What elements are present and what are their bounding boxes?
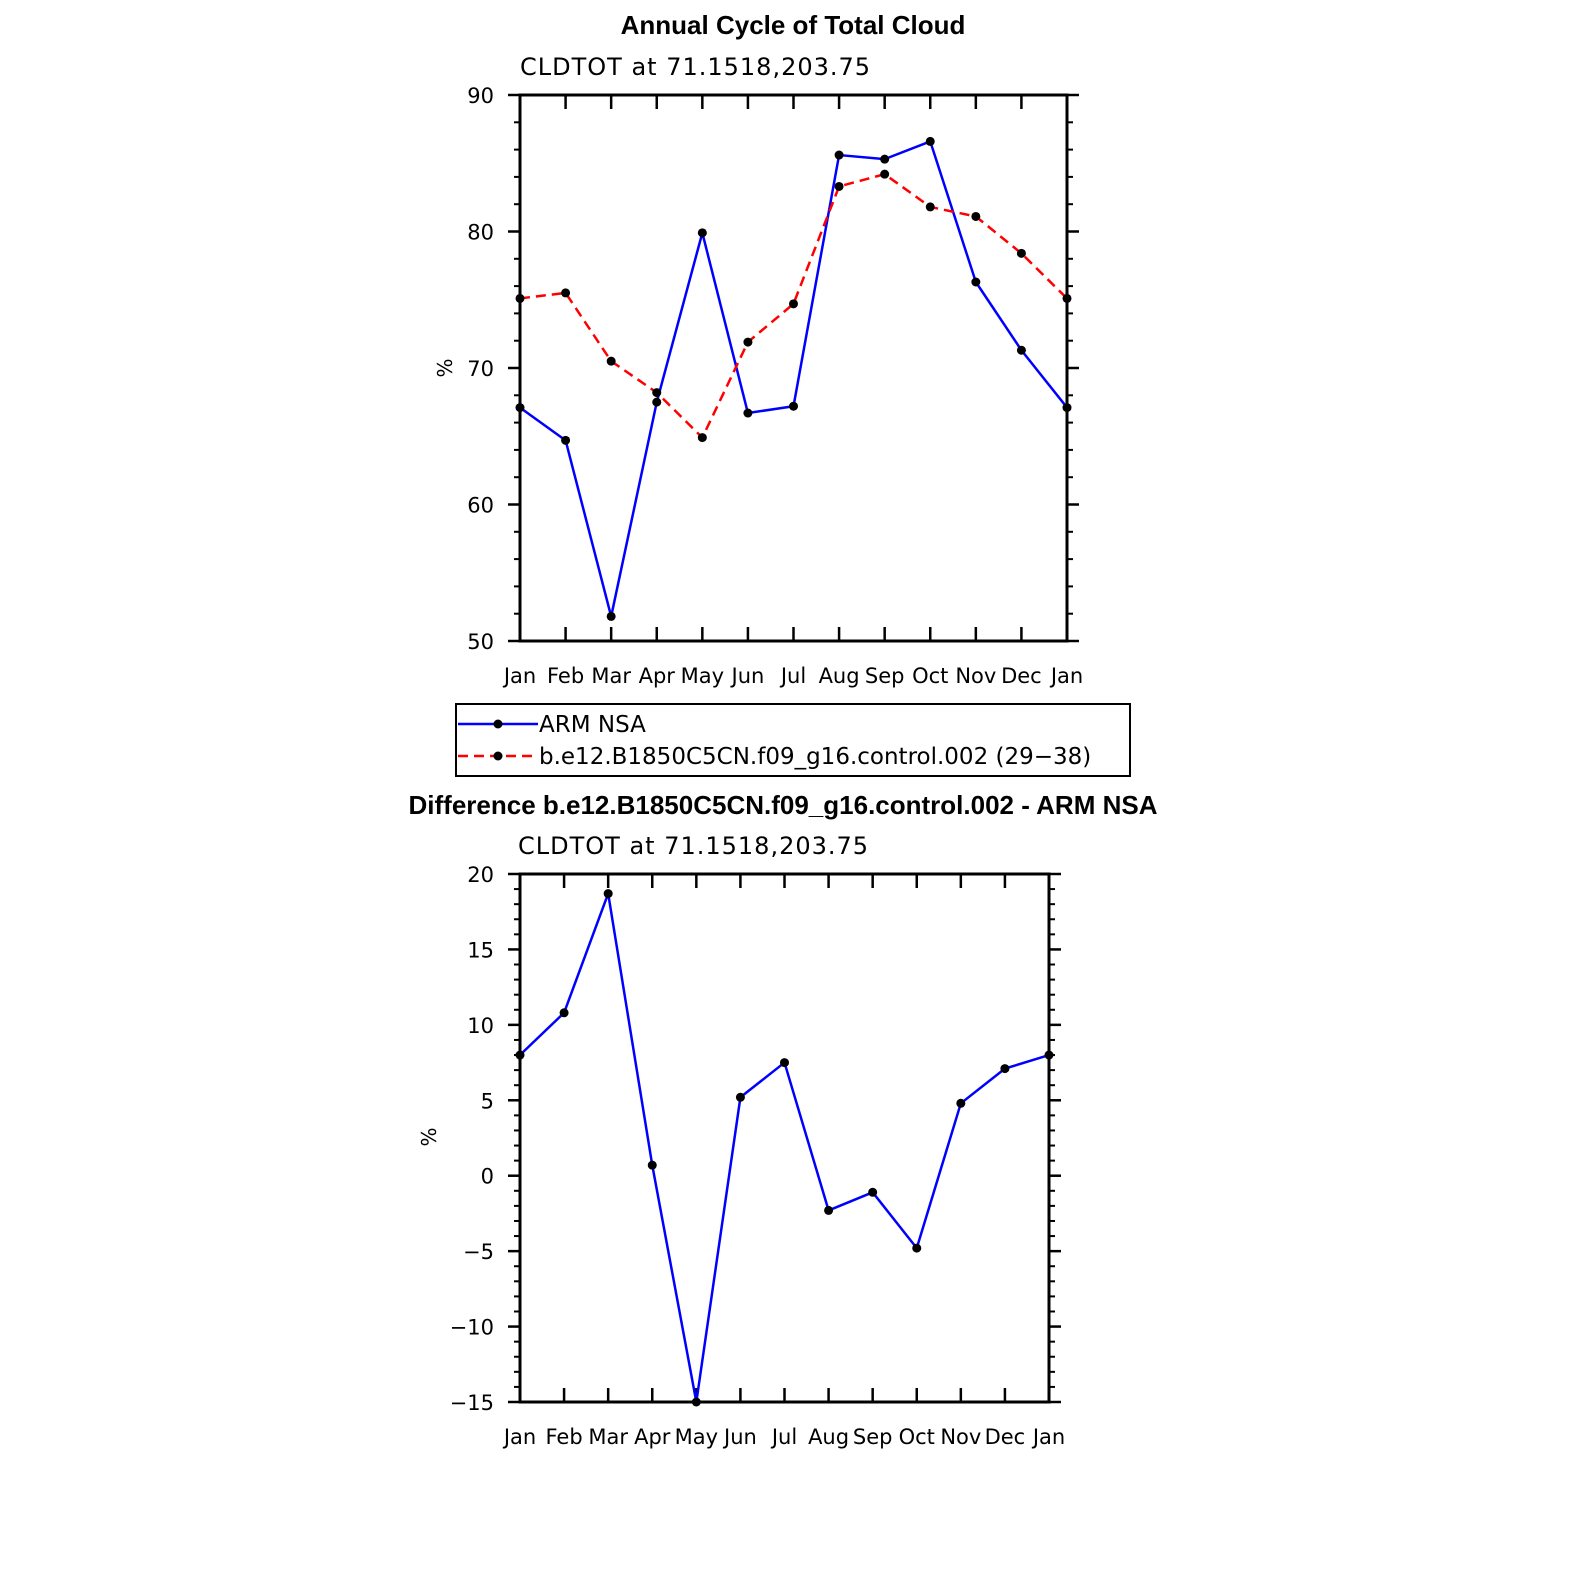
chart1-series-0-point [925, 136, 935, 146]
chart1-x-tick-label: Mar [591, 664, 631, 688]
chart2-y-tick-label: 5 [481, 1089, 494, 1113]
chart1-x-tick-label: Nov [955, 664, 996, 688]
chart2-y-tick-label: −15 [450, 1391, 494, 1415]
chart2-x-tick-label: Nov [940, 1425, 981, 1449]
chart2-x-tick-label: Aug [808, 1425, 849, 1449]
legend-marker-model [493, 751, 503, 761]
chart1-y-tick-label: 70 [467, 357, 494, 381]
chart1-series-0-point [743, 408, 753, 418]
chart1-series-1-point [697, 433, 707, 443]
chart1-series-1-point [834, 181, 844, 191]
chart1-x-tick-label: Sep [865, 664, 905, 688]
chart2-series-0-point [1000, 1064, 1010, 1074]
chart2-series-0-point [735, 1092, 745, 1102]
chart1-series-group [515, 136, 1072, 621]
chart1-series-1-point [880, 169, 890, 179]
chart1-series-0-point [697, 228, 707, 238]
chart2-title: Difference b.e12.B1850C5CN.f09_g16.contr… [409, 790, 1158, 820]
chart2-x-tick-label: Dec [985, 1425, 1026, 1449]
chart1-series-1-point [1016, 248, 1026, 258]
chart2-ticks: Jan Feb Mar Apr May Jun Jul Aug Sep Oct Nov Dec Jan−… [450, 863, 1066, 1449]
chart2-x-tick-label: Jun [722, 1425, 757, 1449]
chart2-y-axis-label: % [417, 1127, 441, 1146]
chart1-y-tick-label: 60 [467, 494, 494, 518]
chart1-series-0-point [789, 401, 798, 411]
chart1-series-1-point [971, 211, 981, 221]
chart1-subtitle: CLDTOT at 71.1518,203.75 [520, 53, 871, 81]
chart2-x-tick-label: Jan [502, 1425, 536, 1449]
chart2-x-tick-label: Jan [1031, 1425, 1065, 1449]
chart2-series-line-0 [519, 892, 1050, 1404]
chart2-series-0-point [868, 1187, 878, 1197]
chart1-x-tick-label: Jun [730, 664, 765, 688]
chart1-y-tick-label: 50 [467, 630, 494, 654]
annual-cycle-chart: Annual Cycle of Total Cloud CLDTOT at 71… [433, 10, 1083, 688]
chart2-series-0-point [912, 1243, 922, 1253]
chart1-y-tick-label: 90 [467, 84, 494, 108]
chart1-series-line-0 [519, 140, 1068, 618]
chart1-series-1-point [925, 202, 935, 212]
chart1-series-0-point [880, 154, 890, 164]
chart1-y-axis-label: % [433, 358, 457, 377]
chart2-plot-frame [518, 872, 1051, 1404]
chart1-series-1-point [606, 356, 616, 366]
chart2-y-tick-label: 0 [481, 1165, 494, 1189]
chart1-series-0-point [652, 397, 662, 407]
chart1-series-1-point [789, 299, 798, 309]
chart2-x-tick-label: Mar [588, 1425, 628, 1449]
chart2-x-tick-label: Feb [545, 1425, 582, 1449]
chart2-y-tick-label: 15 [467, 938, 494, 962]
chart1-legend: ARM NSA b.e12.B1850C5CN.f09_g16.control.… [455, 703, 1131, 777]
chart2-y-tick-label: −10 [450, 1316, 494, 1340]
chart1-x-tick-label: Oct [912, 664, 948, 688]
chart2-series-0-point [956, 1098, 966, 1108]
chart1-series-1-point [652, 388, 662, 398]
chart2-series-group [515, 889, 1054, 1407]
chart2-y-tick-label: 20 [467, 863, 494, 887]
chart1-series-0-point [834, 150, 844, 160]
legend-label-model: b.e12.B1850C5CN.f09_g16.control.002 (29−… [539, 744, 1091, 770]
difference-chart: Difference b.e12.B1850C5CN.f09_g16.contr… [409, 790, 1158, 1449]
chart1-y-tick-label: 80 [467, 221, 494, 245]
chart1-series-1-point [561, 288, 571, 298]
chart2-y-tick-label: −5 [463, 1240, 494, 1264]
chart1-x-tick-label: Jul [779, 664, 806, 688]
chart1-series-1-point [743, 337, 753, 347]
chart2-x-tick-label: May [675, 1425, 718, 1449]
chart2-y-tick-label: 10 [467, 1014, 494, 1038]
chart1-title: Annual Cycle of Total Cloud [621, 10, 966, 40]
chart1-ticks: Jan Feb Mar Apr May Jun Jul Aug Sep Oct Nov Dec Jan 5… [467, 84, 1083, 688]
chart2-x-tick-label: Jul [770, 1425, 797, 1449]
legend-label-arm-nsa: ARM NSA [539, 712, 646, 738]
chart2-series-0-point [559, 1008, 569, 1018]
chart2-x-tick-label: Oct [899, 1425, 935, 1449]
chart1-x-tick-label: Jan [502, 664, 536, 688]
chart1-x-tick-label: Jan [1049, 664, 1083, 688]
chart1-plot-frame [518, 93, 1069, 643]
legend-marker-arm-nsa [493, 719, 503, 729]
chart2-x-tick-label: Apr [634, 1425, 671, 1449]
chart1-x-tick-label: May [681, 664, 724, 688]
chart1-series-0-point [606, 611, 616, 621]
chart1-x-tick-label: Feb [547, 664, 584, 688]
chart2-series-0-point [824, 1205, 834, 1215]
chart1-series-0-point [561, 435, 571, 445]
chart1-x-tick-label: Aug [819, 664, 860, 688]
chart1-series-0-point [1016, 345, 1026, 355]
chart1-series-0-point [971, 277, 981, 287]
chart2-subtitle: CLDTOT at 71.1518,203.75 [518, 832, 869, 860]
chart1-x-tick-label: Dec [1001, 664, 1042, 688]
chart2-x-tick-label: Sep [853, 1425, 893, 1449]
legend-box [455, 703, 1131, 777]
chart1-x-tick-label: Apr [639, 664, 676, 688]
chart2-series-0-point [647, 1160, 657, 1170]
chart2-series-0-point [780, 1058, 789, 1068]
chart2-series-0-point [603, 889, 613, 899]
